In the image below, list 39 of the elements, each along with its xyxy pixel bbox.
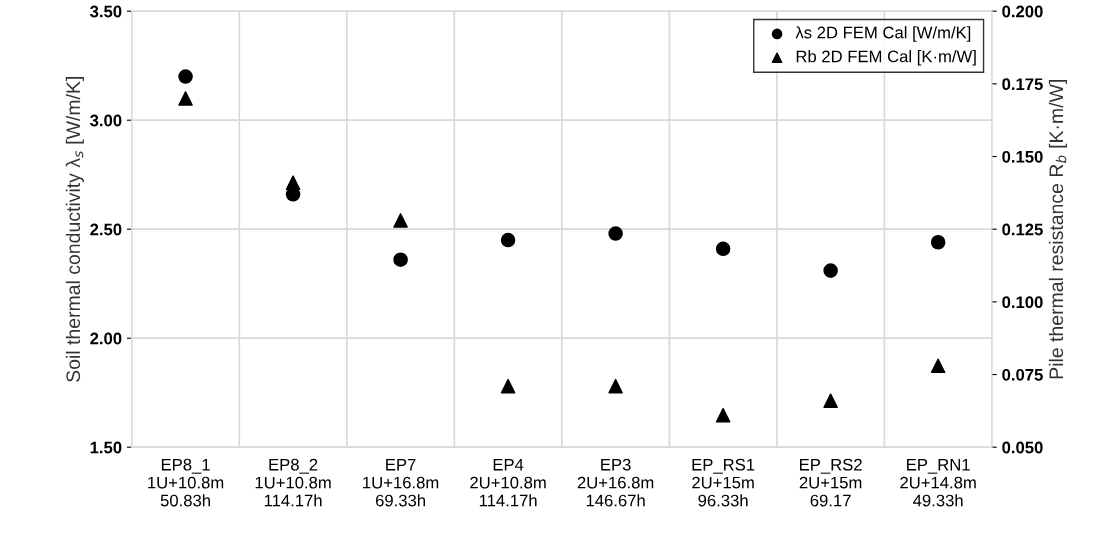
point [930,358,946,374]
point [930,234,946,250]
point [823,263,838,278]
x-tick-label: EP8_1 1U+10.8m 50.83h [148,458,224,507]
point [178,91,193,106]
point [500,232,516,248]
x-tick-label: EP7 1U+16.8m 69.33h [363,458,439,507]
x-tick-label: EP8_2 1U+10.8m 114.17h [255,458,331,507]
y2-tick-label: 0.150 [1002,150,1043,163]
point [823,393,838,408]
legend-label: λs 2D FEM Cal [W/m/K] [795,26,971,42]
point [393,252,408,267]
y2-tick-label: 0.075 [1002,368,1043,381]
y2-tick-label: 0.100 [1002,296,1043,309]
x-tick-label: EP_RS1 2U+15m 96.33h [692,458,755,507]
y2-tick-label: 0.050 [1002,441,1043,454]
y2-axis-title: Pile thermal resistance R$_{b}$ [K·m/W] [1048,80,1067,379]
point [500,378,516,394]
point [393,213,408,228]
y2-tick-label: 0.175 [1002,78,1043,91]
point [715,241,731,257]
y-tick-label: 1.50 [90,441,122,454]
x-tick-label: EP4 2U+10.8m 114.17h [470,458,546,507]
y-tick-label: 2.00 [90,332,122,345]
point [608,378,623,394]
x-tick-label: EP3 2U+16.8m 146.67h [577,458,654,507]
point [285,175,301,190]
point [178,69,193,84]
legend-label: Rb 2D FEM Cal [K·m/W] [796,50,976,66]
point [608,226,623,241]
y-tick-label: 3.50 [90,5,122,18]
y-tick-label: 2.50 [90,223,122,236]
y2-tick-label: 0.200 [1002,5,1043,18]
y-axis-title: Soil thermal conductivity λ$_{s}$ [W/m/K] [65,77,84,382]
x-tick-label: EP_RN1 2U+14.8m 49.33h [900,458,976,507]
y-tick-label: 3.00 [90,114,122,127]
point [715,407,731,423]
y2-tick-label: 0.125 [1002,223,1043,236]
x-tick-label: EP_RS2 2U+15m 69.17 [799,458,862,507]
